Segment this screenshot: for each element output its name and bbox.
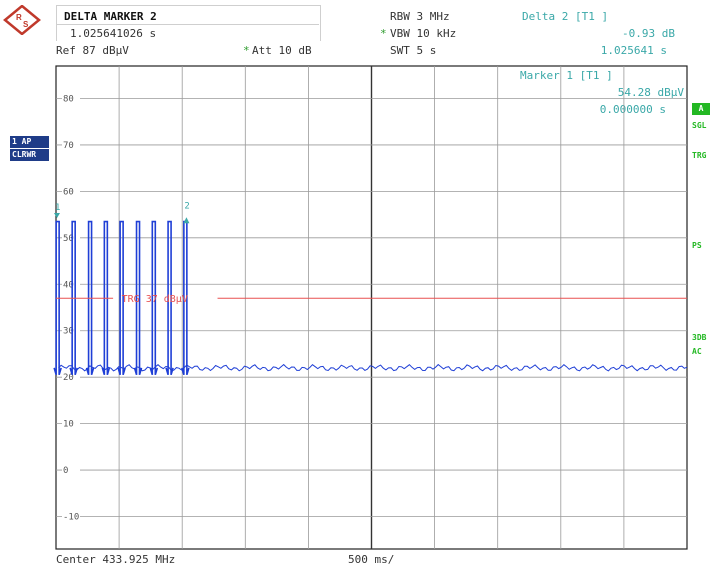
- tick-label-background: [62, 279, 80, 290]
- delta-db: -0.93 dB: [622, 27, 675, 40]
- time-per-division: 500 ms/: [348, 553, 395, 566]
- trg-tag: TRG: [692, 151, 707, 160]
- burst-pulse: [85, 220, 95, 376]
- tick-label-background: [62, 511, 80, 522]
- burst-pulse: [101, 220, 111, 376]
- a-tag: A: [692, 103, 710, 115]
- marker1-level: 54.28 dBµV: [617, 86, 684, 99]
- y-tick-label: 10: [63, 420, 74, 430]
- y-tick-label: 30: [63, 327, 74, 337]
- burst-pulse: [53, 220, 62, 376]
- ps-tag: PS: [692, 241, 702, 250]
- trigger-label: TRG 37 dBµV: [122, 294, 188, 305]
- marker-2-triangle: [183, 217, 190, 224]
- tick-label-background: [62, 372, 80, 383]
- rohde-schwarz-logo: R S: [3, 5, 41, 35]
- svg-text:S: S: [23, 20, 29, 29]
- marker-2-label: 2: [184, 201, 189, 211]
- marker1-time: 0.000000 s: [599, 103, 666, 116]
- 3db-tag: 3DB: [692, 333, 707, 342]
- ref-level: Ref 87 dBµV: [56, 44, 129, 57]
- y-tick-label: 80: [63, 95, 74, 105]
- burst-pulse: [149, 220, 159, 376]
- delta-label: Delta 2 [T1 ]: [522, 10, 609, 23]
- vbw: VBW 10 kHz: [390, 27, 457, 40]
- marker1-label: Marker 1 [T1 ]: [520, 69, 613, 82]
- burst-pulse: [165, 220, 174, 376]
- burst-pulse: [117, 220, 126, 376]
- marker-1-label: 1: [55, 203, 60, 213]
- tick-label-background: [62, 93, 80, 104]
- y-tick-label: 40: [63, 280, 74, 290]
- y-tick-label: 50: [63, 234, 74, 244]
- marker-info-box: [56, 5, 321, 41]
- rbw: RBW 3 MHz: [390, 10, 450, 23]
- burst-pulse: [133, 220, 143, 376]
- marker-time: 1.025641026 s: [70, 27, 157, 40]
- tick-label-background: [62, 186, 80, 197]
- tick-label-background: [62, 139, 80, 150]
- y-tick-label: 60: [63, 187, 74, 197]
- ac-tag: AC: [692, 347, 702, 356]
- tick-label-background: [62, 325, 80, 336]
- trace-mode-tag: CLRWR: [10, 149, 49, 161]
- marker-info-divider: [56, 24, 319, 25]
- y-tick-label: -10: [63, 512, 79, 522]
- burst-pulse: [69, 220, 78, 376]
- sweep-time: SWT 5 s: [390, 44, 437, 57]
- marker-1-triangle: [54, 212, 60, 218]
- tick-label-background: [62, 232, 80, 243]
- tick-label-background: [62, 418, 80, 429]
- att-star-icon: *: [243, 44, 250, 57]
- sgl-tag: SGL: [692, 121, 707, 130]
- marker-title: DELTA MARKER 2: [64, 10, 157, 23]
- tick-label-background: [62, 465, 80, 476]
- y-tick-label: 70: [63, 141, 74, 151]
- trace-tag: 1 AP: [10, 136, 49, 148]
- attenuation: Att 10 dB: [252, 44, 312, 57]
- center-frequency: Center 433.925 MHz: [56, 553, 176, 566]
- noise-floor-trace: [58, 363, 688, 372]
- vbw-star-icon: *: [380, 27, 387, 40]
- svg-text:R: R: [16, 13, 22, 22]
- delta-time: 1.025641 s: [600, 44, 667, 57]
- y-tick-label: 20: [63, 373, 74, 383]
- y-tick-label: 0: [63, 466, 68, 476]
